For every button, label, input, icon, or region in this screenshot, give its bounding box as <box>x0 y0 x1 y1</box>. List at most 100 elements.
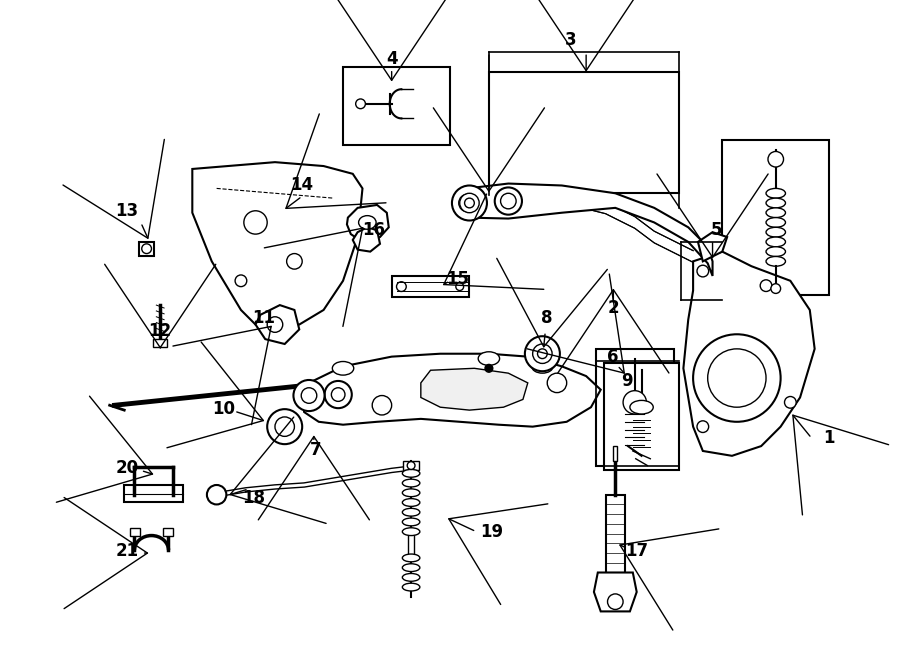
Polygon shape <box>594 572 636 611</box>
Polygon shape <box>467 184 713 276</box>
Text: 15: 15 <box>446 270 469 288</box>
Bar <box>392 276 470 297</box>
Ellipse shape <box>332 362 354 375</box>
Polygon shape <box>353 227 380 252</box>
Text: 16: 16 <box>363 221 386 239</box>
Text: 3: 3 <box>565 30 576 49</box>
Ellipse shape <box>766 208 786 217</box>
Bar <box>489 72 679 193</box>
Bar <box>604 364 680 471</box>
Circle shape <box>697 265 708 277</box>
Circle shape <box>141 244 151 254</box>
Circle shape <box>373 395 392 415</box>
Circle shape <box>407 461 415 469</box>
Circle shape <box>771 284 780 293</box>
Circle shape <box>495 188 522 215</box>
Circle shape <box>331 388 345 401</box>
Ellipse shape <box>532 360 554 373</box>
Bar <box>130 527 140 535</box>
Circle shape <box>697 421 708 432</box>
Polygon shape <box>302 354 600 426</box>
Circle shape <box>485 364 493 372</box>
Circle shape <box>452 186 487 221</box>
Bar <box>614 446 617 461</box>
Text: 12: 12 <box>148 323 172 340</box>
Polygon shape <box>421 368 527 410</box>
Circle shape <box>459 194 476 212</box>
Ellipse shape <box>766 256 786 266</box>
Text: 19: 19 <box>481 523 503 541</box>
Bar <box>343 67 450 145</box>
Bar <box>606 494 625 572</box>
Ellipse shape <box>766 217 786 227</box>
Circle shape <box>707 349 766 407</box>
Text: 9: 9 <box>621 372 633 390</box>
Ellipse shape <box>630 401 653 414</box>
Ellipse shape <box>358 215 376 229</box>
Bar <box>723 139 829 295</box>
Text: 5: 5 <box>711 221 722 239</box>
Bar <box>596 349 674 465</box>
Polygon shape <box>346 205 389 242</box>
Circle shape <box>207 485 226 504</box>
Bar <box>403 461 418 471</box>
Circle shape <box>325 381 352 408</box>
Ellipse shape <box>766 188 786 198</box>
Text: 8: 8 <box>542 309 553 327</box>
Circle shape <box>537 349 547 358</box>
Circle shape <box>760 280 772 292</box>
Circle shape <box>275 417 294 436</box>
Text: 11: 11 <box>252 309 274 327</box>
Circle shape <box>397 282 406 292</box>
Text: 20: 20 <box>115 459 139 477</box>
Text: 1: 1 <box>824 429 835 447</box>
Ellipse shape <box>402 489 420 496</box>
Bar <box>153 339 167 347</box>
Circle shape <box>453 188 482 217</box>
Ellipse shape <box>766 247 786 256</box>
Ellipse shape <box>402 583 420 591</box>
Ellipse shape <box>402 518 420 526</box>
Circle shape <box>460 193 479 213</box>
Bar <box>409 531 414 558</box>
Ellipse shape <box>402 564 420 572</box>
Circle shape <box>768 151 784 167</box>
Circle shape <box>267 317 283 332</box>
Circle shape <box>235 275 247 287</box>
Circle shape <box>464 198 474 208</box>
Text: 10: 10 <box>212 400 235 418</box>
Circle shape <box>267 409 302 444</box>
Text: 21: 21 <box>115 542 139 560</box>
Circle shape <box>455 283 464 291</box>
Circle shape <box>547 373 567 393</box>
Bar <box>139 242 155 256</box>
Circle shape <box>244 211 267 234</box>
Text: 2: 2 <box>608 299 619 317</box>
Circle shape <box>785 397 796 408</box>
Circle shape <box>501 194 516 208</box>
Polygon shape <box>698 232 727 261</box>
Circle shape <box>293 380 325 411</box>
Polygon shape <box>256 305 300 344</box>
Circle shape <box>693 334 780 422</box>
Text: 7: 7 <box>310 441 321 459</box>
Circle shape <box>608 594 623 609</box>
Ellipse shape <box>402 469 420 477</box>
Circle shape <box>500 193 516 209</box>
Text: 17: 17 <box>626 542 648 560</box>
Text: 4: 4 <box>386 50 398 68</box>
Circle shape <box>533 344 552 364</box>
Ellipse shape <box>402 527 420 535</box>
Ellipse shape <box>766 227 786 237</box>
Polygon shape <box>683 252 814 456</box>
Text: 13: 13 <box>115 202 139 219</box>
Text: 14: 14 <box>291 176 314 194</box>
Ellipse shape <box>402 508 420 516</box>
Circle shape <box>497 190 520 213</box>
Ellipse shape <box>402 479 420 487</box>
Text: 18: 18 <box>242 488 266 506</box>
Circle shape <box>356 99 365 108</box>
Circle shape <box>286 254 302 269</box>
Bar <box>163 527 173 535</box>
Ellipse shape <box>402 554 420 562</box>
